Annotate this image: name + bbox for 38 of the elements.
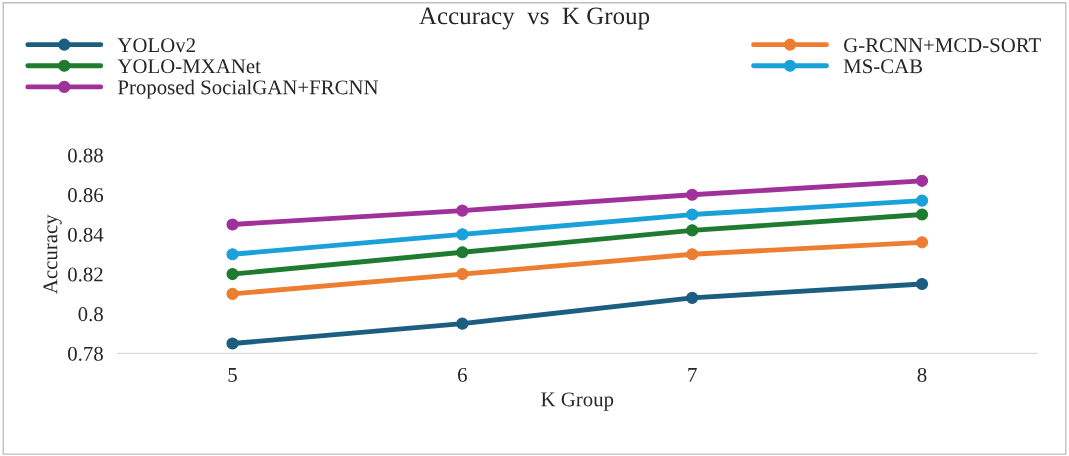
y-axis-title: Accuracy — [43, 214, 62, 294]
point — [456, 317, 469, 330]
point — [456, 204, 469, 217]
legend-label: YOLOv2 — [117, 38, 195, 53]
x-tick-label: 6 — [458, 367, 467, 382]
chart-title: Accuracy vs K Group — [419, 7, 650, 30]
x-tick-label: 8 — [917, 367, 927, 382]
point — [226, 337, 239, 350]
legend-label: YOLO-MXANet — [117, 59, 261, 74]
point — [686, 188, 699, 201]
point — [226, 287, 239, 300]
point — [456, 267, 469, 281]
point — [456, 228, 469, 241]
point — [226, 267, 239, 281]
legend-label: Proposed SocialGAN+FRCNN — [118, 79, 379, 99]
point — [686, 248, 699, 261]
y-tick-label: 0.8 — [78, 307, 103, 322]
point — [686, 291, 699, 304]
point — [915, 277, 929, 291]
y-tick-label: 0.86 — [68, 188, 104, 203]
point — [915, 174, 929, 187]
y-tick-label: 0.88 — [68, 148, 103, 163]
x-tick-label: 7 — [688, 368, 697, 382]
y-tick-label: 0.84 — [68, 227, 104, 242]
x-tick-label: 5 — [228, 368, 237, 382]
point — [915, 236, 929, 249]
legend-label: G-RCNN+MCD-SORT — [844, 38, 1041, 53]
point — [226, 248, 239, 261]
legend-label: MS-CAB — [843, 59, 923, 74]
point — [915, 208, 929, 221]
y-tick-label: 0.78 — [68, 346, 103, 361]
point — [226, 218, 239, 231]
point — [915, 194, 929, 207]
x-axis-title: K Group — [541, 392, 614, 411]
point — [686, 208, 699, 221]
point — [686, 224, 699, 237]
point — [456, 246, 469, 259]
y-tick-label: 0.82 — [68, 267, 103, 282]
